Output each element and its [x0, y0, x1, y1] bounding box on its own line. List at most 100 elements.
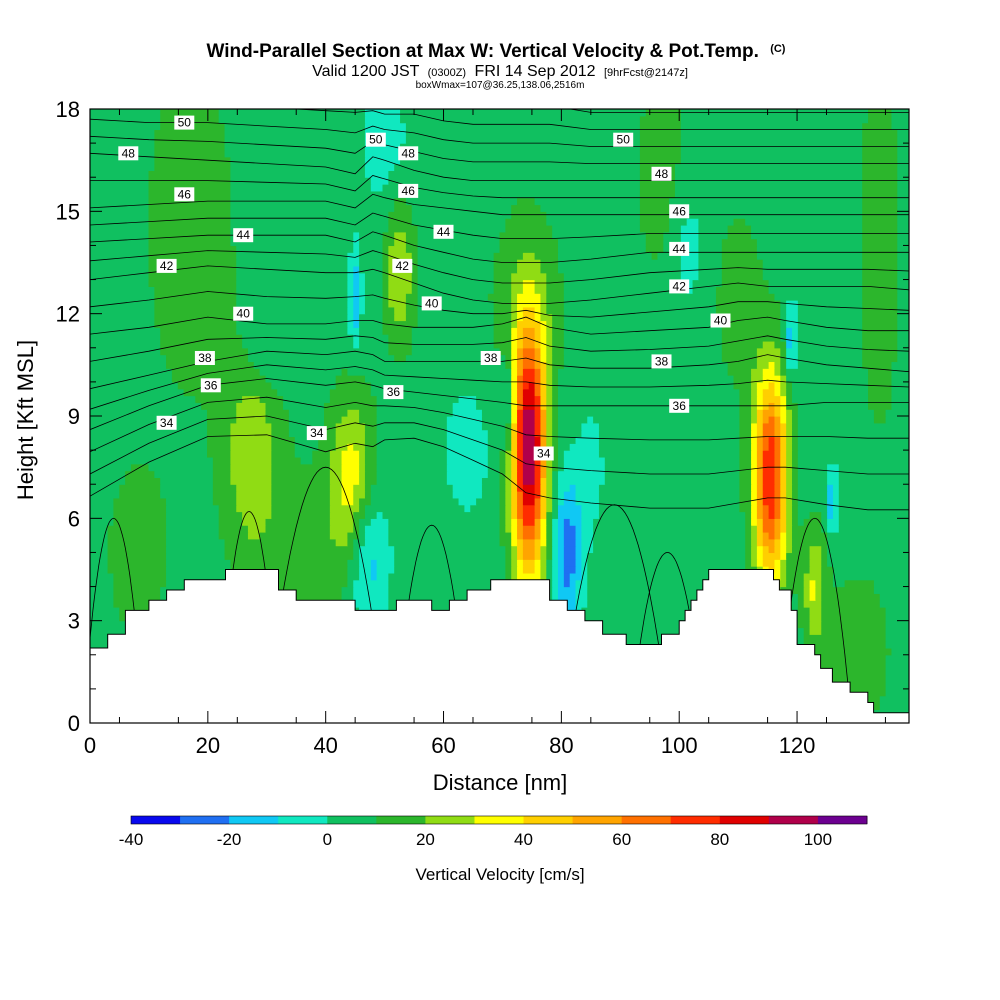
velocity-cell: [552, 572, 559, 581]
velocity-cell: [780, 572, 787, 581]
velocity-cell: [768, 436, 776, 444]
velocity-cell: [762, 545, 770, 554]
velocity-cell: [780, 395, 787, 403]
velocity-cell: [780, 450, 787, 458]
velocity-cell: [511, 320, 518, 328]
velocity-cell: [739, 463, 752, 472]
velocity-cell: [364, 375, 512, 383]
velocity-cell: [522, 429, 536, 438]
velocity-cell: [751, 422, 758, 431]
velocity-cell: [487, 470, 501, 478]
velocity-cell: [353, 313, 360, 322]
velocity-cell: [575, 491, 600, 499]
velocity-cell: [218, 531, 249, 540]
velocity-cell: [692, 286, 717, 294]
isentrope-label-text: 46: [402, 184, 416, 198]
velocity-cell: [364, 511, 378, 519]
velocity-cell: [511, 204, 542, 212]
velocity-cell: [540, 395, 547, 403]
velocity-cell: [236, 416, 267, 424]
velocity-cell: [786, 368, 869, 376]
velocity-cell: [698, 224, 729, 233]
velocity-cell: [90, 231, 150, 240]
velocity-cell: [780, 422, 787, 431]
velocity-cell: [546, 545, 553, 554]
velocity-cell: [230, 443, 272, 451]
velocity-cell: [780, 436, 787, 444]
velocity-cell: [154, 306, 237, 315]
velocity-cell: [827, 491, 834, 499]
velocity-cell: [751, 456, 758, 465]
velocity-cell: [587, 416, 594, 424]
velocity-cell: [663, 231, 682, 240]
velocity-cell: [534, 422, 542, 431]
velocity-cell: [522, 327, 536, 335]
velocity-cell: [540, 375, 547, 383]
velocity-cell: [353, 293, 360, 301]
velocity-cell: [680, 252, 699, 260]
velocity-cell: [803, 627, 811, 635]
velocity-cell: [756, 538, 764, 547]
velocity-cell: [780, 538, 787, 547]
velocity-cell: [522, 409, 536, 417]
velocity-cell: [891, 122, 909, 131]
velocity-cell: [288, 416, 325, 424]
velocity-cell: [756, 436, 764, 444]
velocity-cell: [546, 422, 553, 431]
velocity-cell: [517, 320, 542, 328]
velocity-cell: [897, 170, 909, 178]
velocity-cell: [411, 265, 419, 274]
colorbar-swatch: [523, 816, 574, 824]
velocity-cell: [563, 450, 600, 458]
y-tick-label: 12: [56, 302, 80, 327]
velocity-cell: [511, 293, 518, 301]
velocity-cell: [370, 491, 454, 499]
velocity-cell: [762, 504, 770, 513]
velocity-cell: [481, 477, 501, 485]
velocity-cell: [534, 409, 542, 417]
velocity-cell: [259, 395, 284, 403]
velocity-cell: [446, 450, 489, 458]
velocity-cell: [540, 484, 547, 492]
velocity-cell: [359, 477, 366, 485]
velocity-cell: [733, 218, 746, 226]
velocity-cell: [558, 545, 565, 554]
velocity-cell: [517, 552, 524, 560]
velocity-cell: [797, 320, 863, 328]
velocity-cell: [862, 238, 898, 247]
velocity-cell: [786, 470, 793, 478]
velocity-cell: [505, 559, 512, 567]
velocity-cell: [364, 156, 401, 165]
velocity-cell: [546, 416, 553, 424]
velocity-cell: [294, 450, 313, 458]
velocity-cell: [698, 259, 723, 267]
velocity-cell: [581, 545, 594, 554]
velocity-cell: [370, 184, 384, 192]
velocity-cell: [499, 538, 512, 547]
isentrope-label-text: 34: [160, 416, 174, 430]
velocity-cell: [505, 484, 512, 492]
velocity-cell: [598, 484, 740, 492]
velocity-cell: [885, 416, 909, 424]
velocity-cell: [446, 470, 489, 478]
velocity-cell: [546, 518, 553, 526]
velocity-cell: [552, 586, 559, 594]
velocity-cell: [756, 252, 863, 260]
velocity-cell: [762, 259, 863, 267]
velocity-cell: [505, 511, 512, 519]
velocity-cell: [721, 354, 758, 363]
velocity-cell: [552, 593, 559, 601]
velocity-cell: [499, 238, 559, 247]
velocity-cell: [563, 361, 729, 369]
velocity-cell: [335, 429, 366, 438]
velocity-cell: [481, 409, 512, 417]
velocity-cell: [271, 443, 296, 451]
velocity-cell: [563, 334, 723, 342]
velocity-cell: [721, 238, 758, 247]
velocity-cell: [581, 518, 594, 526]
velocity-cell: [751, 518, 758, 526]
velocity-cell: [335, 422, 366, 431]
velocity-cell: [329, 456, 343, 465]
velocity-cell: [891, 115, 909, 124]
